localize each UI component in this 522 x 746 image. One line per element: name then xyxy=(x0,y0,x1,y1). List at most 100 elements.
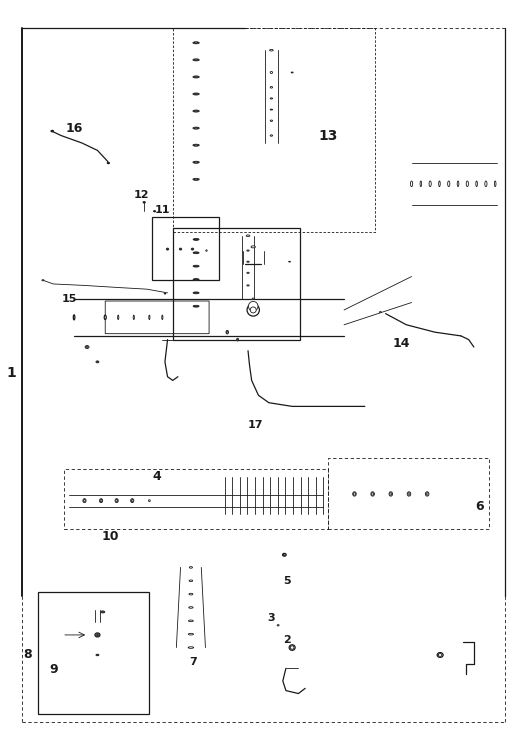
Ellipse shape xyxy=(162,315,163,319)
Text: 5: 5 xyxy=(283,576,291,586)
Ellipse shape xyxy=(104,315,106,319)
Text: 11: 11 xyxy=(155,204,170,215)
Text: 1: 1 xyxy=(7,366,17,380)
Text: 12: 12 xyxy=(134,190,149,200)
Ellipse shape xyxy=(193,252,199,254)
Ellipse shape xyxy=(353,492,356,496)
Ellipse shape xyxy=(353,492,355,495)
Ellipse shape xyxy=(194,292,198,293)
Text: 14: 14 xyxy=(393,336,410,350)
Ellipse shape xyxy=(247,285,249,286)
Ellipse shape xyxy=(130,498,134,503)
Ellipse shape xyxy=(180,248,181,250)
Ellipse shape xyxy=(289,645,295,651)
Ellipse shape xyxy=(73,315,75,320)
Text: 7: 7 xyxy=(189,657,197,668)
Ellipse shape xyxy=(117,315,119,319)
Ellipse shape xyxy=(84,499,86,502)
Ellipse shape xyxy=(95,633,100,637)
Ellipse shape xyxy=(270,98,272,99)
Bar xyxy=(38,592,149,715)
Ellipse shape xyxy=(407,492,411,496)
Ellipse shape xyxy=(189,593,193,595)
Ellipse shape xyxy=(390,492,392,495)
Ellipse shape xyxy=(246,235,250,236)
Ellipse shape xyxy=(194,239,198,240)
Ellipse shape xyxy=(194,76,198,78)
Ellipse shape xyxy=(466,181,468,186)
Ellipse shape xyxy=(192,248,193,250)
Ellipse shape xyxy=(247,250,249,251)
Ellipse shape xyxy=(189,567,193,568)
Ellipse shape xyxy=(116,499,117,502)
Ellipse shape xyxy=(270,109,272,110)
Ellipse shape xyxy=(194,252,198,254)
Ellipse shape xyxy=(247,272,249,274)
Ellipse shape xyxy=(144,202,145,203)
Ellipse shape xyxy=(438,181,440,186)
Ellipse shape xyxy=(193,76,199,78)
Ellipse shape xyxy=(236,338,239,341)
Ellipse shape xyxy=(372,492,374,495)
Ellipse shape xyxy=(193,292,199,294)
Ellipse shape xyxy=(438,653,442,656)
Ellipse shape xyxy=(153,210,156,212)
Bar xyxy=(173,228,300,339)
Ellipse shape xyxy=(96,654,99,656)
Bar xyxy=(152,217,219,280)
Ellipse shape xyxy=(193,266,199,267)
Ellipse shape xyxy=(100,498,103,503)
Ellipse shape xyxy=(193,59,199,61)
Ellipse shape xyxy=(247,261,249,263)
Ellipse shape xyxy=(425,492,429,496)
Ellipse shape xyxy=(100,499,102,502)
Ellipse shape xyxy=(476,181,478,186)
Text: 4: 4 xyxy=(153,471,161,483)
Ellipse shape xyxy=(283,554,286,556)
Ellipse shape xyxy=(164,293,166,294)
Ellipse shape xyxy=(193,144,199,146)
Ellipse shape xyxy=(193,42,199,44)
Circle shape xyxy=(247,304,259,316)
Ellipse shape xyxy=(410,181,413,186)
Ellipse shape xyxy=(96,361,99,363)
Ellipse shape xyxy=(133,315,134,319)
Ellipse shape xyxy=(193,239,199,240)
Ellipse shape xyxy=(379,312,382,313)
Ellipse shape xyxy=(189,606,193,608)
Ellipse shape xyxy=(97,634,98,636)
Ellipse shape xyxy=(270,72,272,73)
Ellipse shape xyxy=(100,611,105,613)
Ellipse shape xyxy=(389,492,393,496)
Ellipse shape xyxy=(143,201,145,203)
Ellipse shape xyxy=(193,305,199,307)
Ellipse shape xyxy=(494,181,496,186)
Ellipse shape xyxy=(149,315,150,319)
Ellipse shape xyxy=(193,178,199,181)
Ellipse shape xyxy=(194,110,198,112)
Ellipse shape xyxy=(194,128,198,129)
Ellipse shape xyxy=(437,653,443,657)
Ellipse shape xyxy=(226,330,229,334)
Ellipse shape xyxy=(167,248,168,250)
Text: 9: 9 xyxy=(49,663,57,677)
Text: 17: 17 xyxy=(248,420,264,430)
Ellipse shape xyxy=(194,306,198,307)
Ellipse shape xyxy=(154,211,155,212)
Ellipse shape xyxy=(251,246,255,248)
Ellipse shape xyxy=(269,49,273,51)
Ellipse shape xyxy=(101,611,104,612)
Ellipse shape xyxy=(193,278,199,280)
Ellipse shape xyxy=(270,135,272,137)
Ellipse shape xyxy=(85,345,89,348)
Ellipse shape xyxy=(188,633,194,635)
Ellipse shape xyxy=(115,498,118,503)
Ellipse shape xyxy=(194,279,198,280)
Ellipse shape xyxy=(189,580,193,582)
Circle shape xyxy=(206,250,207,251)
Ellipse shape xyxy=(97,654,98,656)
Ellipse shape xyxy=(227,331,228,333)
Text: 8: 8 xyxy=(23,648,32,662)
Text: 6: 6 xyxy=(475,500,483,513)
Text: 2: 2 xyxy=(283,635,291,645)
